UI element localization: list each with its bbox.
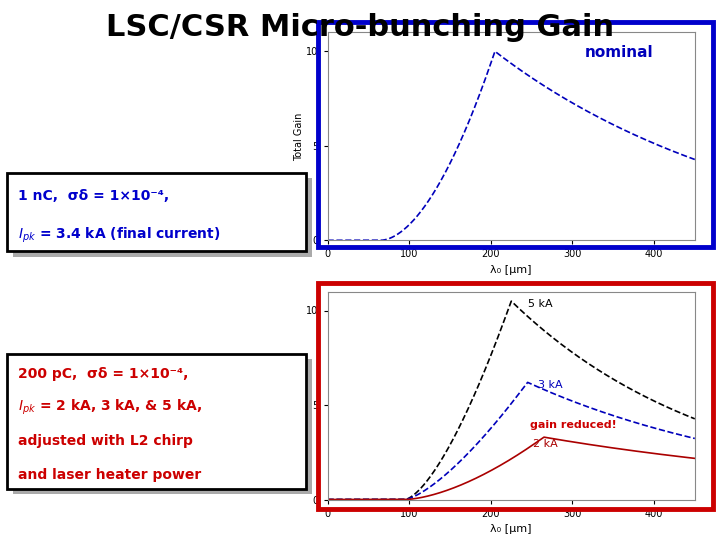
Text: nominal: nominal	[585, 45, 653, 60]
Text: gain reduced!: gain reduced!	[530, 420, 617, 430]
Text: 5 kA: 5 kA	[528, 299, 552, 309]
Y-axis label: Total Gain: Total Gain	[294, 372, 304, 420]
Y-axis label: Total Gain: Total Gain	[294, 112, 304, 160]
Text: 1 nC,  σδ = 1×10⁻⁴,: 1 nC, σδ = 1×10⁻⁴,	[18, 190, 169, 203]
Text: and laser heater power: and laser heater power	[18, 468, 202, 482]
Text: 2 kA: 2 kA	[534, 438, 558, 449]
Text: $I_{pk}$ = 3.4 kA (final current): $I_{pk}$ = 3.4 kA (final current)	[18, 226, 220, 245]
X-axis label: λ₀ [μm]: λ₀ [μm]	[490, 524, 532, 534]
Text: LSC/CSR Micro-bunching Gain: LSC/CSR Micro-bunching Gain	[106, 14, 614, 43]
Text: 200 pC,  σδ = 1×10⁻⁴,: 200 pC, σδ = 1×10⁻⁴,	[18, 367, 189, 381]
Text: 3 kA: 3 kA	[538, 380, 563, 390]
X-axis label: λ₀ [μm]: λ₀ [μm]	[490, 265, 532, 275]
Text: adjusted with L2 chirp: adjusted with L2 chirp	[18, 435, 193, 448]
Text: $I_{pk}$ = 2 kA, 3 kA, & 5 kA,: $I_{pk}$ = 2 kA, 3 kA, & 5 kA,	[18, 398, 202, 417]
